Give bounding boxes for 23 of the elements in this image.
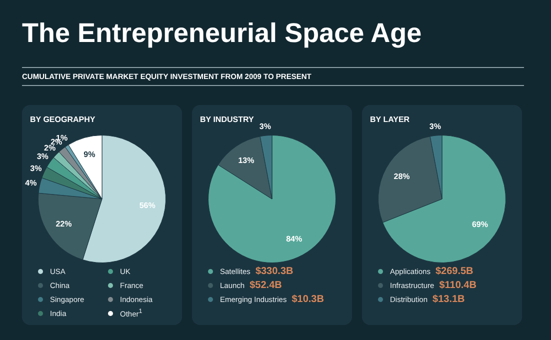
text: $10.3B: [292, 294, 324, 305]
text: $330.3B: [255, 266, 294, 277]
chart-title: BY INDUSTRY: [200, 115, 254, 124]
chart-title: BY LAYER: [370, 115, 410, 124]
data-label: 13%: [238, 156, 254, 166]
data-label: 84%: [286, 234, 302, 244]
text: The Entrepreneurial Space Age: [22, 17, 423, 50]
data-label: 3%: [429, 122, 441, 131]
text: $52.4B: [250, 280, 282, 291]
data-label: 9%: [84, 150, 96, 160]
text: $13.1B: [432, 294, 465, 305]
text: $269.5B: [435, 266, 474, 277]
data-label: 56%: [139, 201, 156, 210]
data-label: 3%: [36, 152, 48, 162]
data-label: 2%: [44, 144, 56, 153]
data-label: 3%: [259, 122, 271, 131]
data-label: 69%: [472, 220, 488, 230]
chart-title: BY GEOGRAPHY: [30, 115, 96, 124]
text: $110.4B: [439, 280, 476, 291]
data-label: 22%: [56, 220, 72, 229]
data-label: 4%: [25, 178, 37, 188]
data-label: 28%: [394, 172, 410, 182]
data-label: 3%: [30, 164, 42, 173]
